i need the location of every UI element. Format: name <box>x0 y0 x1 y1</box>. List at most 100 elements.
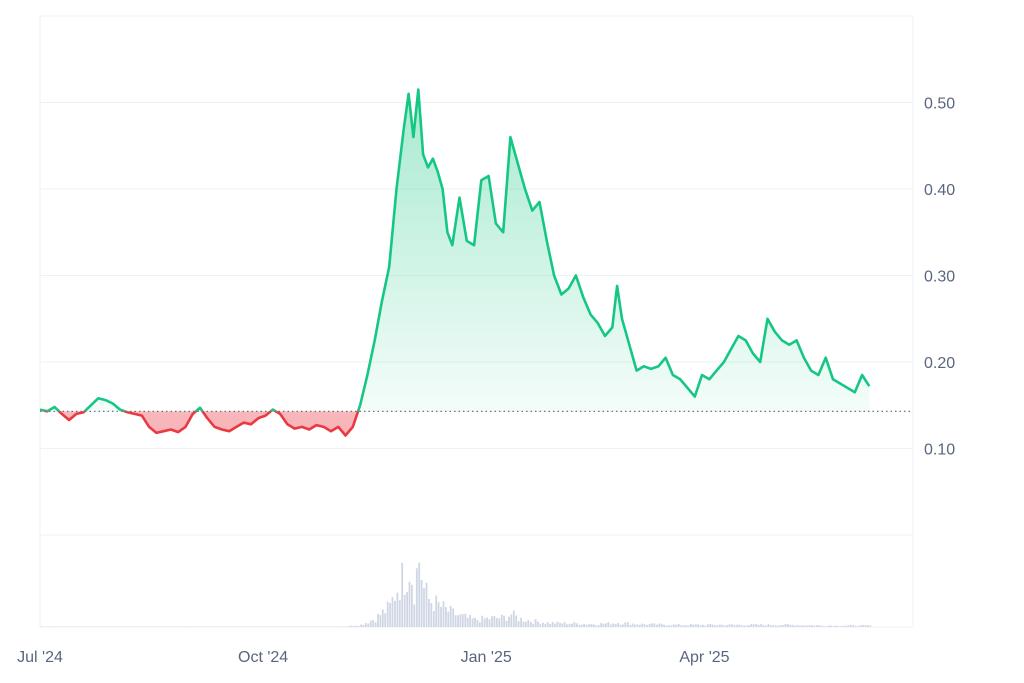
volume-bar <box>864 625 867 627</box>
volume-bar <box>828 625 830 627</box>
volume-bar <box>510 614 513 627</box>
volume-bar <box>689 624 692 627</box>
volume-bar <box>789 624 792 627</box>
volume-bar <box>639 624 641 627</box>
area-below-baseline <box>40 411 870 436</box>
volume-bar <box>440 606 442 627</box>
volume-bar <box>515 615 518 627</box>
volume-bar <box>379 615 382 627</box>
volume-bar <box>704 625 707 627</box>
volume-bar <box>857 626 859 627</box>
volume-bar <box>491 616 493 627</box>
volume-bar <box>714 625 716 627</box>
volume-bar <box>384 613 387 627</box>
volume-bar <box>546 622 549 627</box>
volume-bar <box>447 611 450 627</box>
volume-bar <box>852 625 855 627</box>
volume-bar <box>389 602 391 627</box>
volume-bar <box>833 626 835 627</box>
volume-bar <box>517 621 520 627</box>
volume-bar <box>428 599 430 627</box>
volume-bar <box>449 605 452 627</box>
volume-bar <box>653 623 656 627</box>
volume-bar <box>825 626 828 627</box>
volume-bar <box>534 619 537 627</box>
volume-bar <box>782 625 784 627</box>
volume-bar <box>454 615 457 627</box>
price-lines <box>39 88 871 437</box>
volume-bar <box>403 594 406 627</box>
volume-bar <box>656 624 658 627</box>
volume-bar <box>413 604 416 627</box>
volume-bar <box>760 624 762 627</box>
volume-bar <box>381 609 384 627</box>
volume-bar <box>772 625 775 627</box>
volume-bar <box>508 616 510 627</box>
volume-bar <box>869 625 872 627</box>
volume-bar <box>694 624 697 627</box>
volume-bar <box>636 624 639 627</box>
volume-bar <box>503 615 505 627</box>
volume-bar <box>556 621 559 627</box>
volume-bar <box>840 626 843 627</box>
volume-bar <box>418 562 421 627</box>
price-line-above <box>39 88 871 412</box>
volume-bar <box>733 624 736 627</box>
volume-bar <box>571 623 573 627</box>
y-tick-label: 0.40 <box>924 182 955 199</box>
volume-bar <box>609 624 612 627</box>
volume-bar <box>432 611 435 627</box>
volume-bar <box>774 625 777 627</box>
volume-bar <box>561 623 564 627</box>
volume-bar <box>549 623 552 627</box>
volume-bar <box>806 625 809 627</box>
volume-bar <box>716 625 719 627</box>
volume-bar <box>808 625 811 627</box>
volume-bar <box>377 614 379 627</box>
volume-bar <box>602 623 605 627</box>
volume-bar <box>614 623 617 627</box>
volume-bar <box>769 625 772 627</box>
volume-bar <box>796 625 799 627</box>
volume-bar <box>483 618 486 627</box>
volume-bar <box>605 623 607 627</box>
volume-bar <box>859 625 862 627</box>
volume-bar <box>398 600 401 627</box>
volume-bar <box>457 615 459 627</box>
volume-bar <box>736 624 738 627</box>
volume-bar <box>854 626 857 627</box>
volume-bar <box>415 568 418 627</box>
volume-bar <box>435 595 438 627</box>
volume-bar <box>563 622 566 627</box>
volume-bar <box>481 615 484 627</box>
volume-bar <box>406 592 408 627</box>
volume-bar <box>685 625 687 627</box>
volume-bar <box>680 625 682 627</box>
volume-bar <box>658 623 661 627</box>
volume-bar <box>551 621 554 627</box>
volume-bar <box>784 623 787 627</box>
volume-bar <box>486 617 488 627</box>
volume-bar <box>488 619 491 627</box>
volume-bar <box>369 620 372 627</box>
volume-bar <box>578 624 581 627</box>
volume-bar <box>777 625 779 627</box>
x-tick-label: Jul '24 <box>17 649 63 666</box>
volume-bar <box>495 618 498 627</box>
volume-bar <box>752 624 755 627</box>
volume-bar <box>728 624 731 627</box>
volume-bar <box>372 620 374 627</box>
volume-bar <box>721 624 724 627</box>
volume-bar <box>408 581 411 627</box>
volume-bar <box>740 625 743 627</box>
volume-bar <box>590 624 593 627</box>
volume-bar <box>374 622 377 627</box>
volume-bar <box>464 613 467 627</box>
x-tick-label: Jan '25 <box>461 649 512 666</box>
volume-bar <box>842 625 845 627</box>
volume-bar <box>767 624 770 627</box>
volume-bar <box>355 625 358 627</box>
volume-bar <box>525 621 527 627</box>
volume-bar <box>469 614 471 627</box>
volume-bars <box>40 562 872 627</box>
